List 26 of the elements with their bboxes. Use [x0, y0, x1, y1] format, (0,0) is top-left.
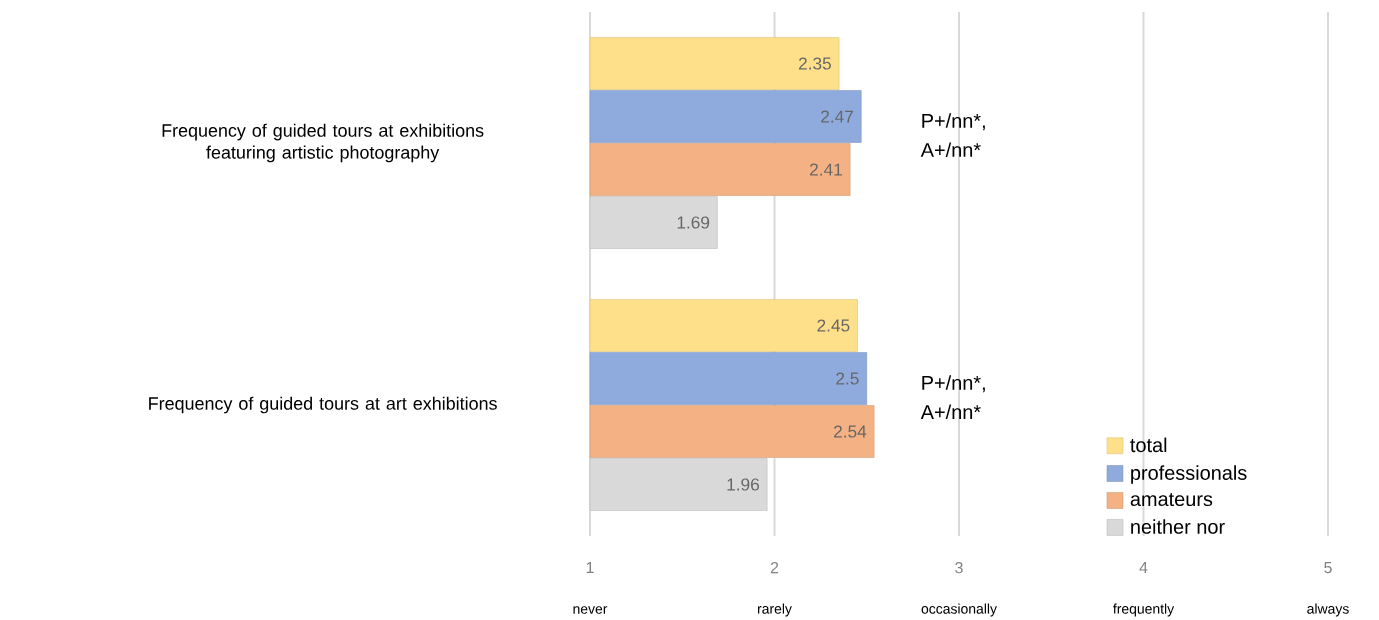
x-tick-label: 2 [770, 562, 779, 574]
data-label: 2.47 [821, 110, 853, 123]
annotation: P+/nn*, A+/nn* [920, 375, 985, 420]
data-label: 2.5 [836, 372, 859, 385]
legend-label: professionals [1131, 465, 1247, 484]
data-label: 1.69 [677, 216, 710, 229]
data-label: 2.35 [798, 57, 831, 70]
legend-label: total [1130, 437, 1167, 453]
x-tick-label: 1 [586, 562, 594, 573]
data-label: 1.96 [727, 478, 760, 491]
legend-label: amateurs [1130, 493, 1213, 507]
legend-label: neither nor [1131, 519, 1225, 534]
text: rarely [757, 603, 792, 617]
y-tick-label: Frequency of guided tours at exhibitions featuring artistic photography [162, 123, 484, 163]
annotation: P+/nn*, A+/nn* [920, 113, 985, 158]
text: frequently [1113, 603, 1175, 617]
text: never [573, 606, 608, 614]
x-tick-label: 3 [955, 562, 963, 574]
data-label: 2.41 [810, 163, 842, 176]
text: always [1307, 603, 1349, 617]
data-label: 2.45 [817, 319, 850, 332]
x-tick-label: 4 [1139, 562, 1148, 573]
data-label: 2.54 [834, 425, 867, 438]
y-tick-label: Frequency of guided tours at art exhibitions [149, 396, 497, 414]
text: occasionally [921, 603, 997, 617]
x-tick-label: 5 [1324, 562, 1332, 574]
